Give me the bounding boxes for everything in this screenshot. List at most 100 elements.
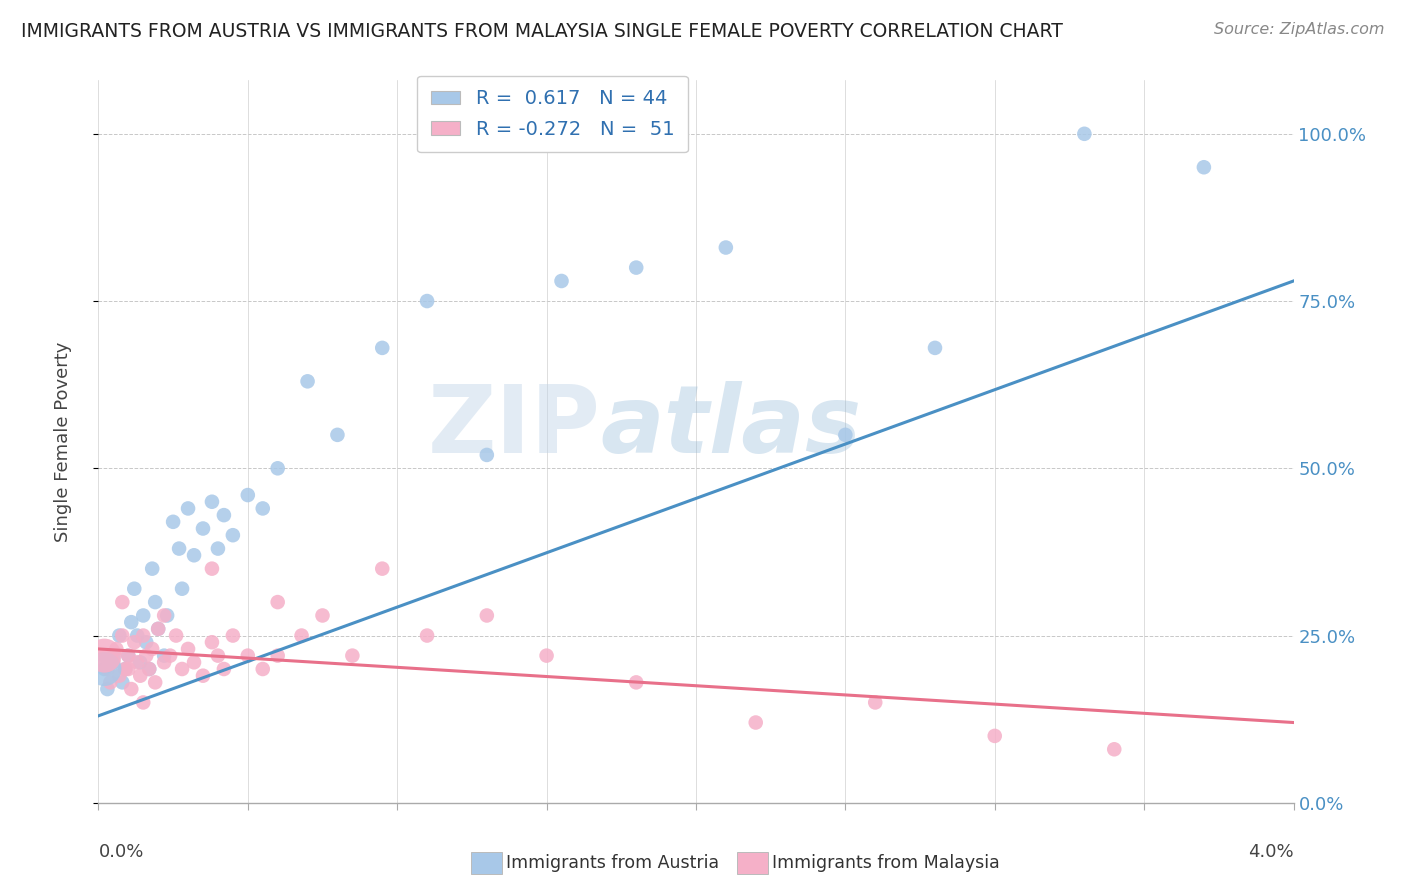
Point [212,508,235,523]
Point [141,642,163,657]
Point [371,562,394,576]
Point [129,655,152,669]
Point [177,642,200,657]
Point [127,655,149,669]
Point [108,669,131,683]
Point [162,515,184,529]
Point [311,608,333,623]
Point [172,582,194,596]
Point [183,655,205,669]
Point [167,541,190,556]
Point [191,669,214,683]
Point [148,622,170,636]
Point [172,662,194,676]
Point [159,648,181,663]
Point [191,521,214,535]
Text: Immigrants from Malaysia: Immigrants from Malaysia [772,855,1000,872]
Point [267,461,290,475]
Point [536,648,558,663]
Point [201,635,224,649]
Text: Source: ZipAtlas.com: Source: ZipAtlas.com [1215,22,1385,37]
Legend: R =  0.617   N = 44, R = -0.272   N =  51: R = 0.617 N = 44, R = -0.272 N = 51 [418,76,688,153]
Point [252,501,274,516]
Point [132,696,155,710]
Point [124,582,146,596]
Point [153,648,176,663]
Y-axis label: Single Female Poverty: Single Female Poverty [53,342,72,541]
Point [138,662,160,676]
Point [371,341,394,355]
Point [124,635,146,649]
Point [132,608,155,623]
Point [132,628,155,642]
Point [129,669,152,683]
Point [183,548,205,563]
Point [475,608,498,623]
Point [326,427,349,442]
Point [626,260,648,275]
Point [924,341,946,355]
Point [111,675,134,690]
Point [416,293,439,308]
Point [153,608,176,623]
Point [252,662,274,676]
Point [550,274,572,288]
Point [165,628,187,642]
Point [93,648,115,663]
Point [1104,742,1126,756]
Point [236,648,259,663]
Point [120,615,142,630]
Point [114,662,136,676]
Point [207,541,229,556]
Point [120,681,142,696]
Point [156,608,179,623]
Point [141,562,163,576]
Point [111,628,134,642]
Point [103,655,125,669]
Point [96,662,118,676]
Point [865,696,887,710]
Point [1192,161,1215,175]
Point [117,648,139,663]
Point [105,642,128,657]
Point [114,662,136,676]
Text: atlas: atlas [600,381,862,473]
Point [143,595,166,609]
Point [626,675,648,690]
Point [714,241,737,255]
Point [117,648,139,663]
Point [153,655,176,669]
Text: Immigrants from Austria: Immigrants from Austria [506,855,720,872]
Point [117,662,139,676]
Point [236,488,259,502]
Point [201,562,224,576]
Point [291,628,314,642]
Point [201,494,224,508]
Point [103,648,125,663]
Point [135,635,157,649]
Point [222,528,245,542]
Point [135,648,157,663]
Point [416,628,439,642]
Point [93,648,115,663]
Point [297,375,319,389]
Point [342,648,364,663]
Point [1073,127,1095,141]
Text: 0.0%: 0.0% [98,843,143,861]
Point [93,662,115,676]
Point [93,662,115,676]
Point [834,427,856,442]
Text: ZIP: ZIP [427,381,600,473]
Point [96,681,118,696]
Point [267,595,290,609]
Point [222,628,245,642]
Point [138,662,160,676]
Point [745,715,768,730]
Point [177,501,200,516]
Point [111,595,134,609]
Point [984,729,1007,743]
Point [212,662,235,676]
Text: IMMIGRANTS FROM AUSTRIA VS IMMIGRANTS FROM MALAYSIA SINGLE FEMALE POVERTY CORREL: IMMIGRANTS FROM AUSTRIA VS IMMIGRANTS FR… [21,22,1063,41]
Point [267,648,290,663]
Point [108,628,131,642]
